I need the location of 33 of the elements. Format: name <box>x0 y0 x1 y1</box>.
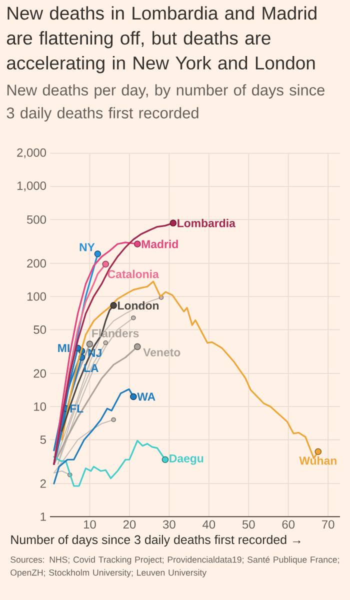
series-label: MI <box>58 344 70 352</box>
y-tick-label: 2 <box>40 479 46 488</box>
series-label: FL <box>70 404 84 412</box>
chart-subtitle: New deaths per day, by number of days since 3 daily deaths first recorded <box>6 84 324 122</box>
y-tick-label: 2,000 <box>17 148 46 158</box>
y-tick-label: 10 <box>34 402 46 411</box>
y-tick-label: 500 <box>27 215 46 224</box>
x-axis-title: Number of days since 3 daily deaths first recorded → <box>11 534 300 547</box>
source-note: Sources: NHS; Covid Tracking Project; Providencialdata19; Santé Publique France; OpenZH; Stockholm University; Leuven University <box>10 556 339 578</box>
x-tick-label: 50 <box>242 520 255 529</box>
x-tick-label: 60 <box>282 520 295 529</box>
x-tick-label: 10 <box>84 520 96 529</box>
series-label: Daegu <box>170 454 204 465</box>
series-label: Wuhan <box>299 456 336 465</box>
y-tick-label: 50 <box>34 325 46 334</box>
x-tick-label: 40 <box>202 520 216 529</box>
chart-title: New deaths in Lombardia and Madrid are flattening off, but deaths are accelerating in New York and London <box>6 6 316 74</box>
y-tick-label: 100 <box>27 292 46 301</box>
series-label: Veneto <box>143 348 180 356</box>
y-tick-label: 20 <box>34 369 46 378</box>
series-label: WA <box>137 392 156 401</box>
x-tick-label: 30 <box>162 520 176 529</box>
series-label: London <box>118 301 159 310</box>
x-tick-label: 70 <box>322 520 334 529</box>
x-tick-label: 20 <box>123 520 136 529</box>
series-label: Lombardia <box>178 218 236 228</box>
y-tick-label: 5 <box>40 436 46 444</box>
y-tick-label: 1 <box>40 512 46 521</box>
y-tick-label: 1,000 <box>17 181 46 192</box>
y-tick-label: 200 <box>27 259 46 268</box>
series-label: Catalonia <box>108 270 159 278</box>
series-label: NY <box>80 243 95 252</box>
series-label: Madrid <box>142 240 178 248</box>
